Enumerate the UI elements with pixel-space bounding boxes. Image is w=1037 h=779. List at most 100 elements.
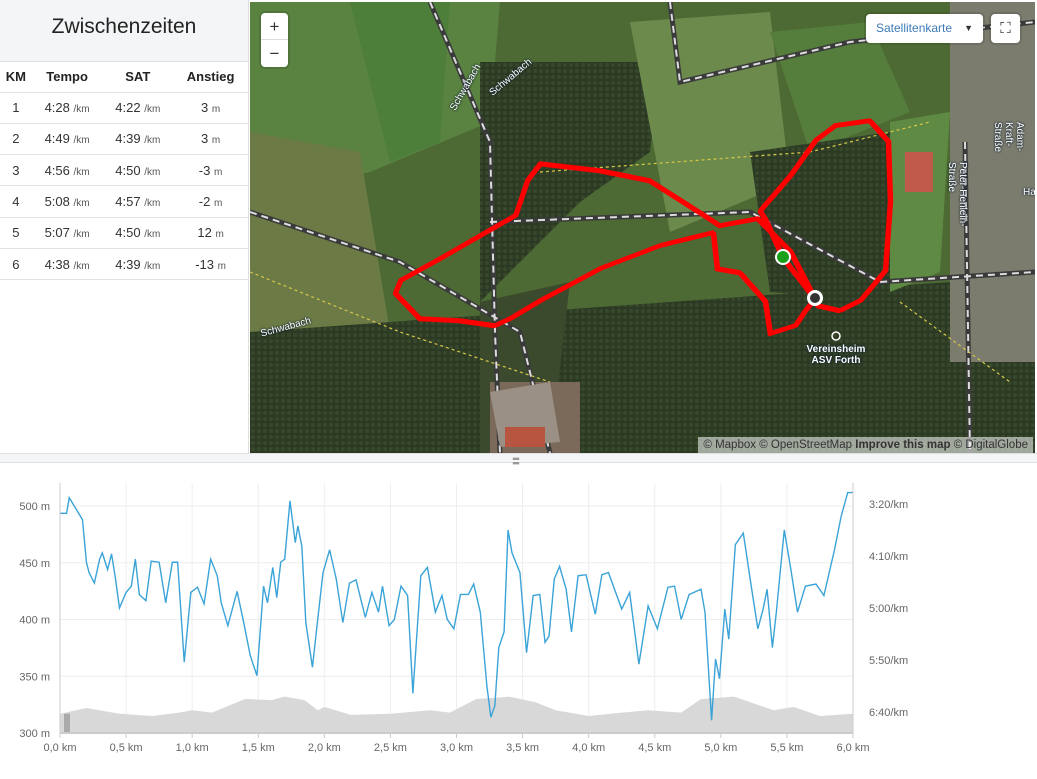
unit: /km — [144, 104, 161, 116]
resize-handle[interactable]: 〓 — [0, 453, 1037, 466]
tempo-value: 5:08 — [44, 194, 70, 210]
x-tick-label: 2,0 km — [308, 742, 341, 754]
split-km: 2 — [0, 123, 32, 156]
unit: m — [211, 104, 221, 116]
start-marker[interactable] — [775, 249, 791, 265]
anstieg-value: -13 — [195, 256, 214, 272]
x-tick-label: 0,0 km — [43, 742, 76, 754]
col-tempo: Tempo — [31, 62, 103, 93]
unit: /km — [73, 260, 90, 272]
unit: m — [211, 135, 221, 147]
y-right-tick-label: 4:10/km — [869, 551, 908, 563]
col-anstieg: Anstieg — [173, 62, 248, 93]
improve-map-link[interactable]: Improve this map — [855, 439, 951, 451]
split-anstieg: 3 m — [173, 92, 248, 124]
map-label-street: Peter-Henlein-Straße — [946, 162, 968, 227]
sat-value: 4:39 — [115, 256, 141, 272]
fullscreen-icon: ⛶ — [1000, 20, 1011, 37]
x-tick-label: 1,0 km — [176, 742, 209, 754]
tempo-value: 4:56 — [44, 162, 70, 178]
split-km: 6 — [0, 248, 32, 281]
tempo-value: 5:07 — [44, 225, 70, 241]
anstieg-value: -2 — [198, 194, 211, 210]
map-attribution: © Mapbox © OpenStreetMap Improve this ma… — [698, 437, 1033, 453]
split-tempo: 4:38 /km — [31, 248, 103, 281]
chart-cursor — [64, 713, 70, 733]
y-right-tick-label: 6:40/km — [869, 707, 908, 719]
split-km: 3 — [0, 154, 32, 187]
y-left-tick-label: 400 m — [19, 615, 50, 627]
y-left-tick-label: 500 m — [19, 501, 50, 513]
route-line — [392, 120, 891, 337]
split-anstieg: -3 m — [173, 154, 248, 187]
satellite-imagery — [250, 2, 1035, 453]
tempo-value: 4:38 — [44, 256, 70, 272]
splits-panel: Zwischenzeiten KM Tempo SAT Anstieg 1 4:… — [0, 0, 249, 453]
split-km: 5 — [0, 217, 32, 249]
split-row: 3 4:56 /km 4:50 /km -3 m — [0, 154, 248, 187]
map-label-street: Ha — [1023, 187, 1035, 198]
y-right-tick-label: 5:00/km — [869, 603, 908, 615]
unit: /km — [144, 260, 161, 272]
col-km: KM — [0, 62, 32, 93]
anstieg-value: 3 — [200, 131, 209, 147]
attribution-digitalglobe[interactable]: © DigitalGlobe — [953, 439, 1028, 451]
sat-value: 4:22 — [115, 100, 141, 116]
split-km: 4 — [0, 185, 32, 218]
split-row: 1 4:28 /km 4:22 /km 3 m — [0, 92, 248, 124]
split-anstieg: 12 m — [173, 217, 248, 249]
split-tempo: 5:07 /km — [31, 217, 103, 249]
anstieg-value: -3 — [198, 162, 211, 178]
col-sat: SAT — [102, 62, 174, 93]
split-sat: 4:22 /km — [102, 92, 174, 124]
pace-line — [60, 491, 853, 721]
grip-icon: 〓 — [512, 457, 520, 466]
map-layer-select[interactable]: Satellitenkarte ▼ — [866, 14, 983, 43]
pace-elevation-chart: 300 m 350 m 400 m 450 m 500 m 3:20/km 4:10/km 5… — [19, 483, 908, 754]
map[interactable]: Schwabach Schwabach Schwabach Peter-Henl… — [250, 2, 1035, 453]
tempo-value: 4:28 — [44, 100, 70, 116]
split-anstieg: -13 m — [173, 248, 248, 281]
sat-value: 4:57 — [115, 194, 141, 210]
unit: /km — [73, 166, 90, 178]
split-km: 1 — [0, 92, 32, 124]
unit: /km — [73, 198, 90, 210]
split-row: 2 4:49 /km 4:39 /km 3 m — [0, 123, 248, 156]
tempo-value: 4:49 — [44, 131, 70, 147]
unit: m — [213, 166, 223, 178]
unit: /km — [73, 104, 90, 116]
x-tick-label: 0,5 km — [110, 742, 143, 754]
split-row: 4 5:08 /km 4:57 /km -2 m — [0, 185, 248, 218]
x-tick-label: 4,0 km — [572, 742, 605, 754]
split-anstieg: -2 m — [173, 185, 248, 218]
x-tick-label: 4,5 km — [638, 742, 671, 754]
zoom-control: + − — [261, 13, 288, 67]
anstieg-value: 12 — [197, 225, 212, 241]
split-anstieg: 3 m — [173, 123, 248, 156]
unit: /km — [144, 135, 161, 147]
unit: /km — [73, 135, 90, 147]
zoom-in-button[interactable]: + — [261, 13, 288, 40]
split-sat: 4:57 /km — [102, 185, 174, 218]
split-tempo: 4:56 /km — [31, 154, 103, 187]
attribution-osm[interactable]: © OpenStreetMap — [759, 439, 853, 451]
zoom-out-button[interactable]: − — [269, 44, 280, 63]
splits-table: KM Tempo SAT Anstieg 1 4:28 /km 4:22 /km… — [0, 62, 248, 281]
map-layer-value: Satellitenkarte — [876, 21, 953, 35]
poi-name: Vereinsheim — [806, 344, 866, 355]
attribution-mapbox[interactable]: © Mapbox — [703, 439, 756, 451]
unit: m — [213, 198, 223, 210]
map-label-street: Adam-Kraft-Straße — [992, 122, 1025, 153]
split-sat: 4:39 /km — [102, 123, 174, 156]
elevation-area — [60, 696, 853, 733]
x-tick-label: 5,0 km — [704, 742, 737, 754]
sat-value: 4:50 — [115, 225, 141, 241]
fullscreen-button[interactable]: ⛶ — [991, 14, 1020, 43]
split-sat: 4:50 /km — [102, 154, 174, 187]
poi-name-2: ASV Forth — [811, 355, 861, 366]
split-row: 6 4:38 /km 4:39 /km -13 m — [0, 248, 248, 281]
finish-marker[interactable] — [807, 290, 823, 306]
splits-title: Zwischenzeiten — [0, 0, 248, 62]
x-tick-label: 3,0 km — [440, 742, 473, 754]
sat-value: 4:39 — [115, 131, 141, 147]
